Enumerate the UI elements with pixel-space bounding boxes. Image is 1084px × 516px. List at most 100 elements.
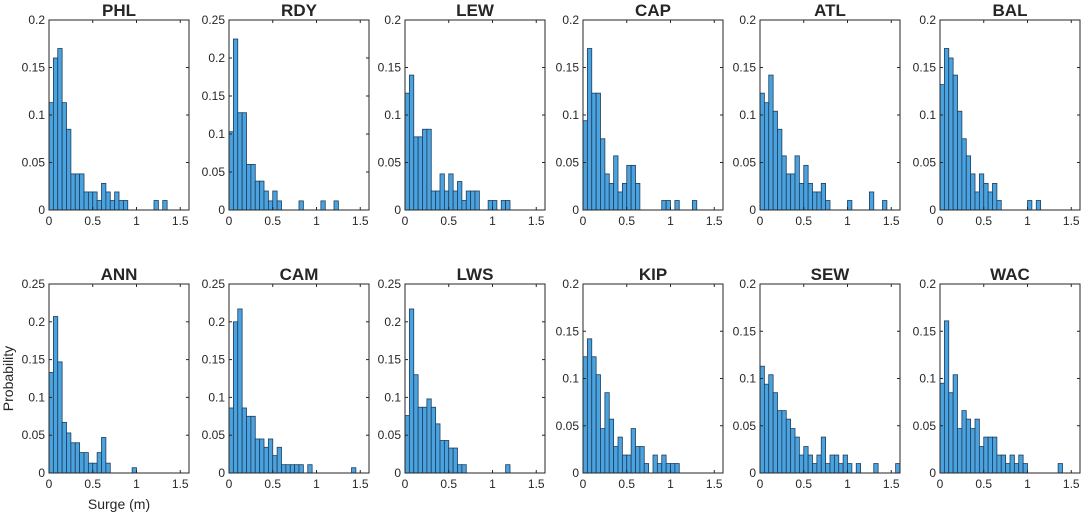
y-tick-label: 0 — [394, 203, 401, 217]
y-tick-label: 0.2 — [384, 13, 401, 27]
histogram-bar — [452, 447, 458, 474]
x-tick-label: 0 — [402, 214, 409, 228]
histogram-bar — [1000, 454, 1007, 474]
histogram-bar — [259, 180, 265, 211]
histogram-bar — [974, 418, 980, 474]
y-tick-label: 0.15 — [22, 353, 46, 367]
histogram-bar — [153, 200, 159, 211]
histogram-bar — [1005, 463, 1011, 474]
histogram-bar — [595, 92, 601, 211]
histogram-bar — [241, 407, 247, 474]
histogram-bar — [294, 464, 300, 474]
x-tick-label: 1.5 — [1063, 214, 1080, 228]
histogram-bar — [807, 182, 813, 211]
x-tick-label: 0.5 — [795, 477, 812, 491]
histogram-bar — [1035, 200, 1042, 211]
histogram-bar — [943, 48, 950, 211]
histogram-bar — [259, 438, 265, 474]
histogram-bar — [996, 454, 1002, 474]
x-tick-label: 1 — [844, 214, 851, 228]
x-axis-label: Surge (m) — [88, 496, 150, 512]
x-tick-label: 0.5 — [618, 214, 635, 228]
panel-lws: 0 0.5 1 1.5 0 0.05 0.1 0.15 0.2 0.25 LWS — [378, 265, 546, 491]
histogram-bar — [772, 110, 778, 211]
y-tick-label: 0.05 — [556, 156, 580, 170]
histogram-bar — [461, 464, 467, 474]
x-tick-label: 0.5 — [440, 477, 457, 491]
y-tick-label: 0 — [572, 466, 579, 480]
histogram-bar — [803, 164, 809, 211]
y-tick-label: 0 — [218, 466, 225, 480]
y-tick-label: 0.15 — [913, 324, 937, 338]
histogram-bar — [974, 191, 980, 211]
y-tick-label: 0.15 — [378, 353, 402, 367]
y-tick-label: 0.2 — [919, 13, 936, 27]
x-tick-label: 1.5 — [706, 214, 723, 228]
x-tick-label: 1.5 — [352, 477, 369, 491]
histogram-bar — [768, 374, 774, 474]
y-tick-label: 0.1 — [739, 372, 756, 386]
histogram-bar — [586, 338, 593, 474]
histogram-bar — [816, 454, 822, 474]
histogram-bar — [48, 102, 54, 211]
y-tick-label: 0.05 — [378, 428, 402, 442]
histogram-bar — [52, 57, 59, 211]
histogram-bar — [763, 383, 770, 474]
y-tick-label: 0.15 — [556, 61, 580, 75]
y-tick-label: 0.2 — [28, 315, 45, 329]
histogram-bar — [978, 446, 985, 474]
histogram-bar — [591, 356, 597, 474]
histogram-bar — [426, 398, 432, 474]
histogram-bar — [790, 173, 796, 211]
histogram-bar — [674, 463, 680, 474]
histogram-bar — [595, 374, 601, 474]
x-tick-label: 0 — [937, 214, 944, 228]
panel-title-lws: LWS — [457, 265, 494, 284]
histogram-bar — [785, 418, 792, 474]
y-tick-label: 0.25 — [22, 277, 46, 291]
histogram-bar — [114, 191, 120, 211]
histogram-bar — [276, 446, 282, 474]
histogram-bar — [417, 136, 423, 211]
histogram-bar — [70, 173, 76, 211]
histogram-bar — [987, 191, 993, 211]
y-tick-label: 0.05 — [202, 428, 226, 442]
panel-title-bal: BAL — [993, 1, 1028, 20]
histogram-bar — [272, 455, 278, 474]
y-tick-label: 0.1 — [384, 390, 401, 404]
histogram-bar — [66, 128, 72, 211]
x-tick-label: 0 — [580, 214, 587, 228]
histogram-bar — [939, 382, 945, 474]
histogram-bar — [426, 128, 432, 211]
histogram-bar — [992, 182, 998, 211]
panel-cam: 0 0.5 1 1.5 0 0.05 0.1 0.15 0.2 0.25 CAM — [202, 265, 370, 491]
histogram-bar — [333, 200, 339, 211]
histogram-bar — [443, 190, 450, 211]
y-tick-label: 0.05 — [733, 419, 757, 433]
histogram-bar — [1022, 463, 1028, 474]
histogram-bar — [285, 464, 291, 474]
histogram-bar — [833, 454, 840, 474]
histogram-bar — [635, 182, 641, 211]
histogram-bar — [996, 200, 1002, 211]
histogram-bar — [101, 182, 107, 211]
x-tick-label: 0.5 — [440, 214, 457, 228]
y-tick-label: 0.2 — [919, 277, 936, 291]
histogram-bar — [66, 432, 72, 474]
y-tick-label: 0.1 — [208, 127, 225, 141]
y-tick-label: 0.1 — [28, 108, 45, 122]
histogram-bar — [781, 410, 787, 474]
y-tick-label: 0.1 — [28, 390, 45, 404]
x-tick-label: 0.5 — [975, 477, 992, 491]
y-tick-label: 0.05 — [22, 156, 46, 170]
histogram-bar — [948, 57, 954, 211]
histogram-bar — [461, 200, 467, 211]
histogram-bar — [1009, 454, 1015, 474]
x-tick-label: 0.5 — [264, 214, 281, 228]
histogram-bar — [820, 436, 827, 474]
histogram-bar — [83, 191, 89, 211]
histogram-bar — [1027, 200, 1033, 211]
histogram-bar — [965, 418, 972, 474]
histogram-bar — [228, 131, 234, 211]
